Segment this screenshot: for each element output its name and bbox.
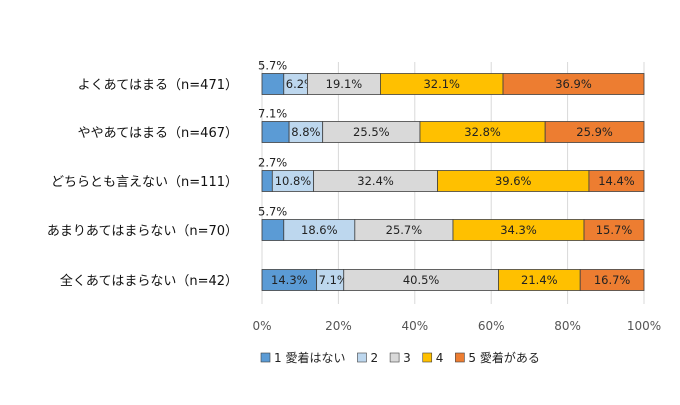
- legend-swatch: [455, 352, 465, 363]
- bar-segment: [502, 73, 645, 95]
- x-tick-label: 60%: [478, 319, 505, 333]
- data-label: 32.1%: [423, 77, 460, 91]
- legend-swatch: [422, 352, 433, 363]
- data-label: 5.7%: [258, 205, 287, 219]
- data-label: 10.8%: [275, 174, 312, 188]
- legend-label: 4: [436, 351, 444, 365]
- legend-label: 1 愛着はない: [274, 350, 345, 365]
- legend-label: 5 愛着がある: [468, 350, 539, 365]
- data-label: 34.3%: [500, 223, 537, 237]
- x-tick-label: 80%: [554, 319, 581, 333]
- legend-label: 2: [370, 351, 378, 365]
- data-label: 25.9%: [576, 125, 613, 139]
- legend-swatch: [389, 352, 400, 363]
- data-label: 40.5%: [403, 273, 440, 287]
- data-label: 25.7%: [386, 223, 423, 237]
- data-label: 5.7%: [258, 59, 287, 73]
- data-label: 2.7%: [258, 156, 287, 170]
- data-label: 7.1%: [258, 107, 287, 121]
- legend-swatch: [357, 352, 367, 363]
- bar-segment: [544, 121, 645, 143]
- data-label: 14.3%: [271, 273, 308, 287]
- data-label: 14.4%: [598, 174, 635, 188]
- bar-segment: [261, 170, 273, 192]
- x-axis-ticks: 0% 20% 40% 60% 80% 100%: [252, 319, 661, 333]
- category-labels: よくあてはまる（n=471） ややあてはまる（n=467） どちらとも言えない（n=…: [47, 78, 238, 289]
- data-label: 19.1%: [326, 77, 363, 91]
- legend: 1 愛着はない 2 3 4 5 愛着がある: [260, 350, 540, 365]
- data-label: 39.6%: [495, 174, 532, 188]
- data-label: 15.7%: [596, 223, 633, 237]
- data-label: 16.7%: [594, 273, 631, 287]
- data-label: 36.9%: [555, 77, 592, 91]
- x-tick-label: 100%: [627, 319, 661, 333]
- data-label: 32.4%: [357, 174, 394, 188]
- x-tick-label: 20%: [325, 319, 352, 333]
- data-label: 18.6%: [301, 223, 338, 237]
- bar-segment: [261, 121, 290, 143]
- bar-segment: [261, 73, 285, 95]
- x-tick-label: 0%: [252, 319, 271, 333]
- category-label: どちらとも言えない（n=111）: [51, 175, 238, 190]
- bar-segment: [583, 219, 645, 241]
- bar-segment: [261, 219, 285, 241]
- bar-segment: [579, 269, 645, 291]
- category-label: よくあてはまる（n=471）: [78, 78, 238, 93]
- bar-segment: [588, 170, 645, 192]
- data-label: 32.8%: [464, 125, 501, 139]
- legend-swatch: [260, 352, 271, 363]
- bars: 5.7%6.2% 19.1% 32.1% 36.9%7.1%8.8% 25.5% 32.8…: [258, 59, 645, 291]
- data-label: 8.8%: [291, 125, 320, 139]
- data-label: 25.5%: [353, 125, 390, 139]
- category-label: あまりあてはまらない（n=70）: [47, 224, 238, 239]
- category-label: 全くあてはまらない（n=42）: [60, 273, 238, 289]
- data-label: 7.1%: [319, 273, 348, 287]
- category-label: ややあてはまる（n=467）: [78, 126, 238, 141]
- legend-label: 3: [403, 351, 411, 365]
- x-tick-label: 40%: [401, 319, 428, 333]
- data-label: 21.4%: [521, 273, 558, 287]
